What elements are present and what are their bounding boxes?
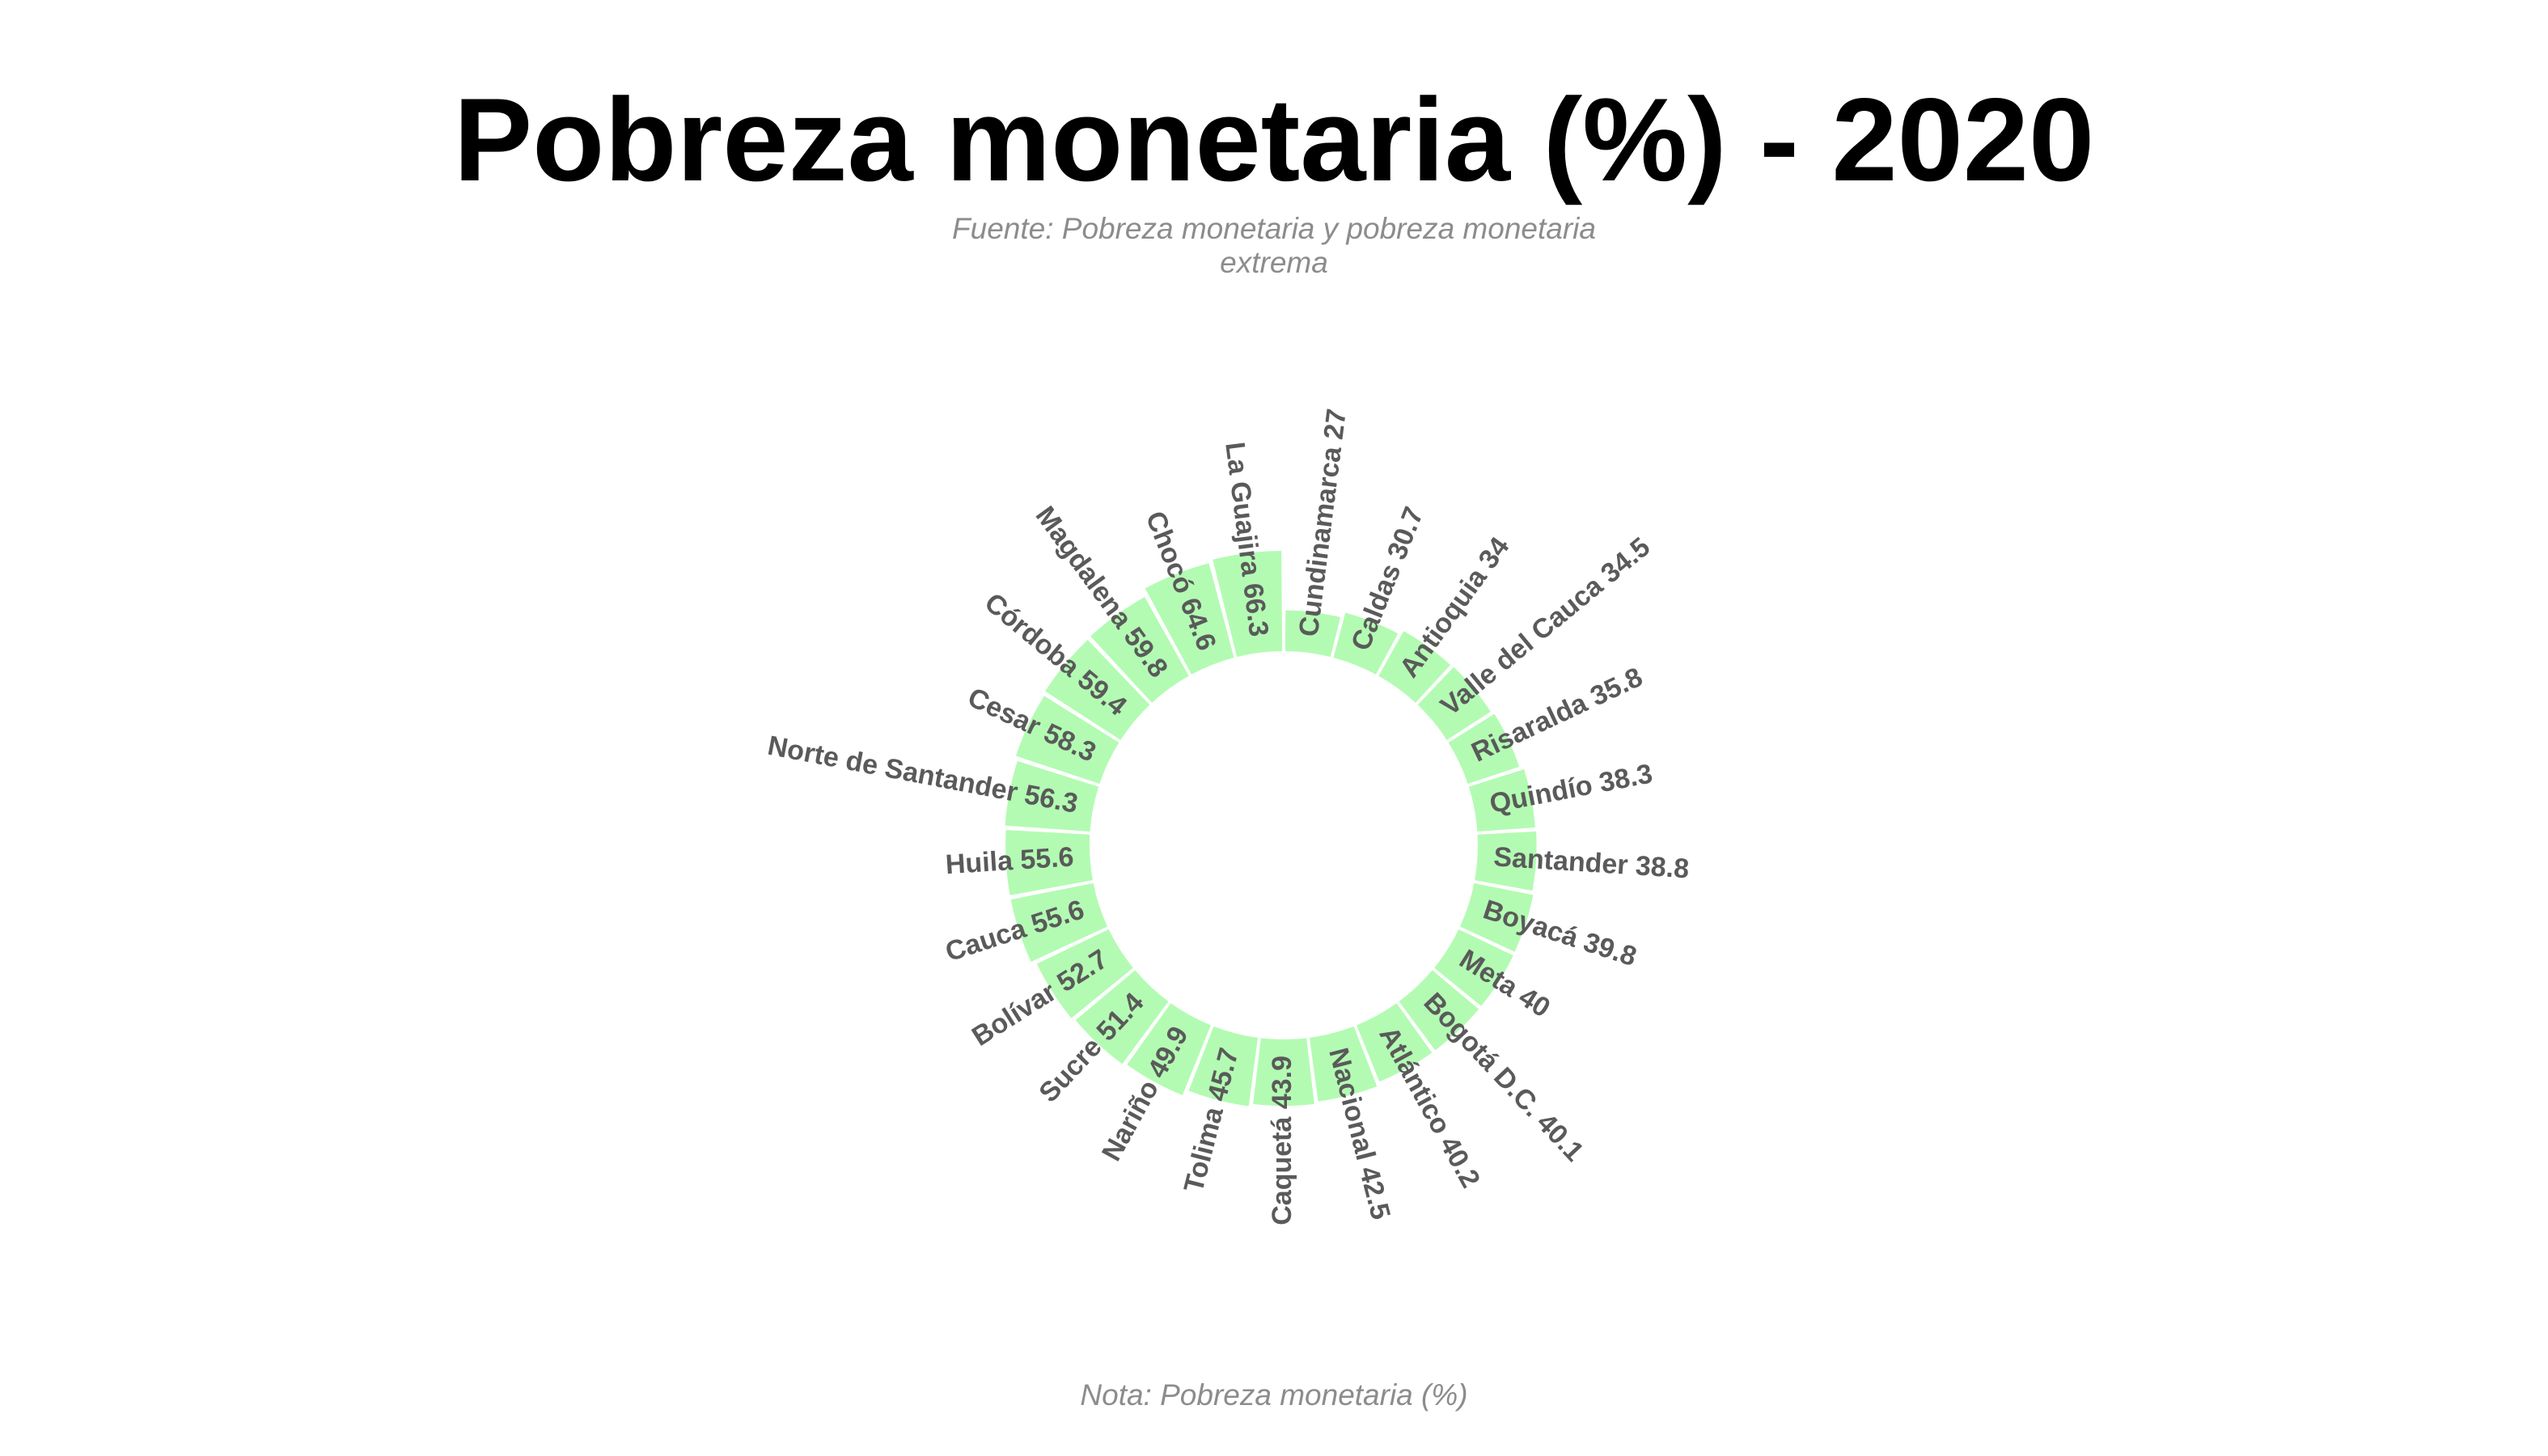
bar-risaralda: [1448, 713, 1520, 785]
bar-caquet-: [1253, 1038, 1314, 1107]
bar-huila: [1005, 830, 1093, 895]
bar-boyac-: [1459, 882, 1534, 952]
chart-note: Nota: Pobreza monetaria (%): [1080, 1378, 1468, 1412]
bar-caldas: [1333, 612, 1399, 675]
bar-antioquia: [1378, 631, 1451, 703]
bar-label: Caquetá 43.9: [1267, 1056, 1297, 1225]
chart-title: Pobreza monetaria (%) - 2020: [453, 74, 2095, 205]
bar-choc-: [1145, 563, 1234, 675]
bar-santander: [1475, 831, 1537, 891]
bar-magdalena: [1090, 597, 1189, 703]
bar-nacional: [1309, 1026, 1378, 1102]
bar-atl-ntico: [1357, 1003, 1433, 1082]
bars-group: [1005, 551, 1537, 1107]
chart-subtitle: Fuente: Pobreza monetaria y pobreza mone…: [952, 212, 1596, 279]
bar-sucre: [1075, 970, 1169, 1064]
bar-cesar: [1015, 696, 1120, 785]
bar-bogot-d-c-: [1399, 970, 1479, 1051]
bar-nari-o: [1127, 1003, 1211, 1095]
bar-c-rdoba: [1045, 639, 1150, 740]
bar-la-guajira: [1213, 551, 1283, 658]
bar-valle-del-cauca: [1417, 667, 1491, 740]
bar-cauca: [1010, 882, 1108, 963]
bar-quind-o: [1468, 769, 1535, 832]
bar-bol-var: [1036, 929, 1133, 1018]
bar-tolima: [1188, 1026, 1259, 1107]
bar-norte-de-santander: [1005, 760, 1099, 832]
bar-cundinamarca: [1285, 610, 1341, 658]
bar-label: Cundinamarca 27: [1293, 407, 1352, 638]
bar-meta: [1434, 929, 1513, 1006]
